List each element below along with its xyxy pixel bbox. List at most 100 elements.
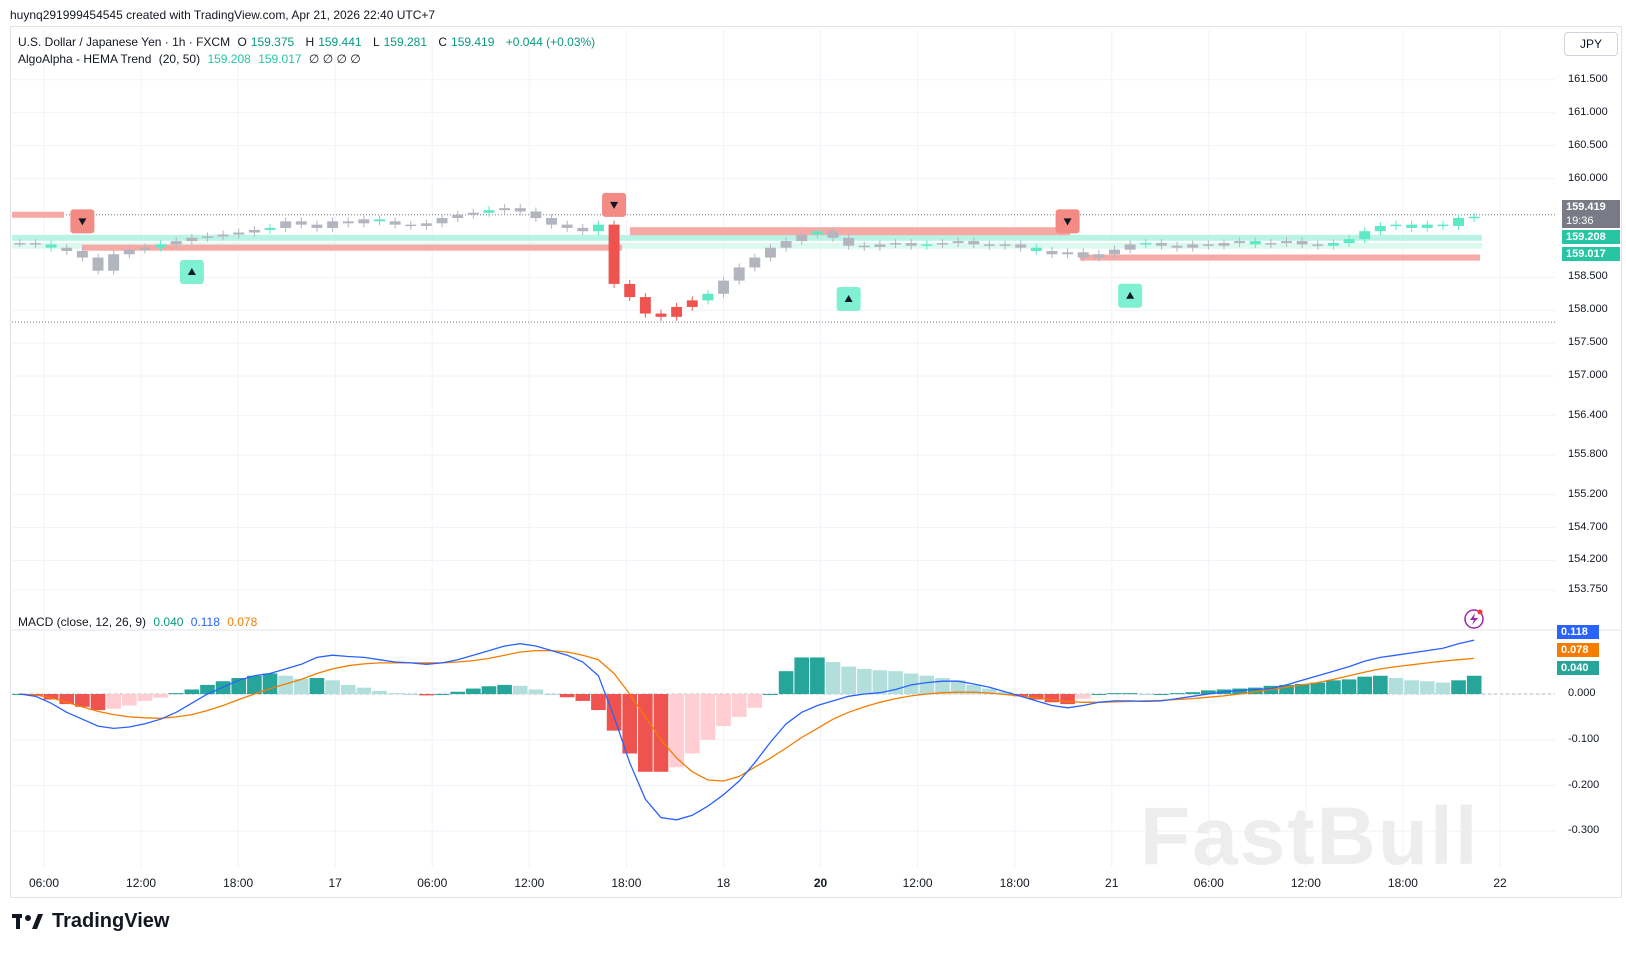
time-tick-label: 18 (716, 876, 731, 890)
macd-histogram-bar (466, 688, 481, 695)
price-tick-label: 153.750 (1568, 583, 1608, 596)
candle-body (811, 231, 823, 235)
time-tick-label: 20 (813, 876, 828, 890)
candle-body (1327, 243, 1339, 246)
macd-histogram-bar (121, 694, 137, 706)
low-label: L (372, 35, 380, 49)
macd-histogram-bar (1388, 678, 1404, 695)
macd-histogram-bar (872, 670, 888, 695)
brand-name: TradingView (52, 910, 170, 932)
macd-histogram-bar (450, 691, 466, 695)
macd-histogram-bar (778, 671, 794, 695)
tradingview-brand[interactable]: TradingView (12, 910, 169, 933)
resistance-zone (82, 244, 622, 251)
macd-name[interactable]: MACD (close, 12, 26, 9) (18, 615, 147, 629)
price-tick-label: 158.500 (1568, 270, 1608, 283)
chart-frame (10, 26, 1622, 898)
macd-histogram-bar (481, 686, 497, 695)
macd-histogram-bar (1185, 692, 1201, 695)
macd-histogram-bar (810, 657, 825, 695)
candle-body (155, 244, 167, 248)
candle-body (592, 224, 604, 232)
chart-header-watermark: huynq291999454545 created with TradingVi… (10, 8, 436, 22)
price-tick-label: 155.200 (1568, 487, 1608, 500)
macd-histogram-bar (340, 684, 356, 695)
macd-histogram-bar (903, 673, 919, 695)
macd-histogram-bar (372, 690, 387, 695)
open-value: 159.375 (250, 35, 295, 49)
candle-body (342, 221, 354, 224)
close-value: 159.419 (451, 35, 495, 49)
macd-histogram-bar (716, 694, 731, 727)
tradingview-logo-icon (12, 913, 43, 929)
candle-body (1406, 224, 1418, 228)
candle-body (1453, 218, 1465, 226)
macd-histogram-bar (325, 680, 340, 695)
close-label: C (438, 35, 448, 49)
macd-histogram-bar (1466, 675, 1482, 695)
macd-histogram-bar (700, 694, 716, 740)
time-tick-label: 12:00 (1290, 876, 1321, 890)
high-label: H (305, 35, 315, 49)
time-tick-label: 12:00 (902, 876, 933, 890)
macd-histogram-bar (278, 675, 293, 695)
candle-body (764, 247, 776, 258)
macd-histogram-bar (1326, 680, 1341, 695)
macd-histogram-bar (184, 689, 200, 695)
indicator-params: (20, 50) (158, 52, 201, 66)
candle-body (123, 249, 135, 255)
candle-body (514, 208, 526, 212)
candle-body (248, 229, 260, 233)
flash-icon[interactable] (1463, 608, 1485, 630)
macd-histogram-bar (856, 668, 872, 695)
hema-fast-band (12, 234, 1482, 241)
price-legend: U.S. Dollar / Japanese Yen · 1h · FXCM O… (18, 35, 599, 49)
currency-button[interactable]: JPY (1564, 32, 1618, 56)
candle-body (1046, 250, 1058, 255)
macd-histogram-bar (247, 675, 262, 695)
macd-histogram-bar (1419, 681, 1435, 695)
candle-body (45, 244, 57, 248)
symbol-name[interactable]: U.S. Dollar / Japanese Yen · 1h · FXCM (18, 35, 231, 49)
macd-histogram-bar (153, 694, 168, 698)
candle-body (1343, 239, 1355, 244)
macd-histogram-bar (638, 694, 653, 772)
candle-body (1296, 241, 1308, 245)
candle-body (1062, 252, 1074, 255)
indicator-name[interactable]: AlgoAlpha - HEMA Trend (18, 52, 152, 66)
macd-histogram-bar (653, 694, 669, 772)
macd-histogram-bar (1404, 680, 1419, 695)
macd-histogram-bar (434, 694, 450, 696)
candle-body (139, 247, 151, 250)
candle-body (76, 250, 88, 258)
price-tick-label: 154.700 (1568, 520, 1608, 533)
macd-histogram-bar (1451, 680, 1466, 695)
macd-line (19, 639, 1475, 821)
candle-body (827, 231, 839, 238)
macd-histogram-bar (966, 684, 982, 695)
time-tick-label: 22 (1493, 876, 1507, 890)
macd-price-label: 0.118 (1557, 625, 1599, 639)
macd-histogram-bar (59, 694, 75, 705)
macd-histogram-bar (1357, 676, 1373, 695)
macd-tick-label: 0.000 (1568, 687, 1596, 700)
candle-body (733, 267, 745, 281)
macd-histogram-bar (982, 688, 997, 695)
macd-histogram-bar (1107, 693, 1122, 695)
candle-body (92, 257, 104, 271)
candle-body (718, 280, 730, 294)
indicator-value-fast: 159.208 (207, 52, 251, 66)
hema-slow-price-label: 159.017 (1562, 247, 1620, 261)
hist-price-label: 0.040 (1557, 661, 1599, 675)
macd-histogram-bar (309, 678, 325, 695)
time-tick-label: 17 (328, 876, 342, 890)
candle-body (217, 234, 229, 237)
macd-histogram-bar (262, 673, 278, 695)
price-tick-label: 156.400 (1568, 408, 1608, 421)
candle-body (1171, 245, 1183, 248)
macd-histogram-bar (763, 694, 778, 696)
macd-histogram-bar (528, 689, 544, 695)
candle-body (1109, 249, 1120, 255)
macd-histogram-bar (1013, 694, 1028, 697)
